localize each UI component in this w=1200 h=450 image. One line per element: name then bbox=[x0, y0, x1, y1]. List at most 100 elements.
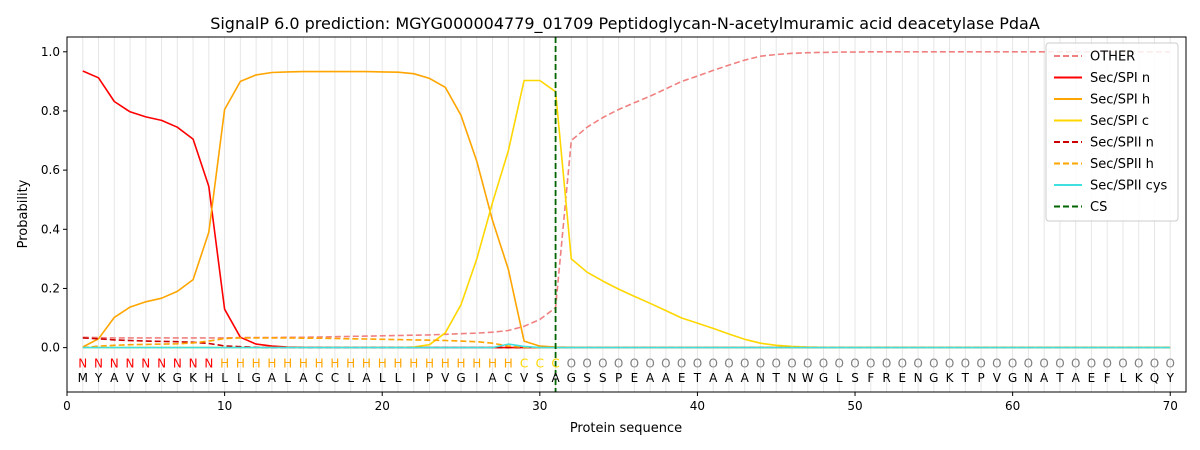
region-label: H bbox=[456, 356, 465, 370]
residue-letter: I bbox=[412, 371, 416, 385]
y-tick-label: 0.0 bbox=[41, 341, 60, 355]
legend-label: OTHER bbox=[1090, 50, 1135, 65]
legend-label: CS bbox=[1090, 200, 1107, 215]
region-label: H bbox=[441, 356, 450, 370]
region-label: O bbox=[866, 356, 875, 370]
residue-letter: C bbox=[315, 371, 323, 385]
region-label: N bbox=[189, 356, 198, 370]
region-label: H bbox=[299, 356, 308, 370]
residue-labels: NMNYNANVNVNKNGNKNHHLHLHGHAHLHAHCHCHLHAHL… bbox=[78, 356, 1175, 385]
residue-letter: Q bbox=[1150, 371, 1159, 385]
region-label: O bbox=[1008, 356, 1017, 370]
residue-letter: K bbox=[1135, 371, 1144, 385]
residue-letter: A bbox=[362, 371, 371, 385]
residue-letter: M bbox=[78, 371, 88, 385]
region-label: O bbox=[724, 356, 733, 370]
residue-letter: V bbox=[441, 371, 450, 385]
residue-letter: E bbox=[899, 371, 907, 385]
residue-letter: G bbox=[251, 371, 260, 385]
region-label: O bbox=[961, 356, 970, 370]
region-label: O bbox=[1039, 356, 1048, 370]
residue-letter: A bbox=[662, 371, 671, 385]
residue-letter: C bbox=[504, 371, 512, 385]
residue-letter: A bbox=[1072, 371, 1081, 385]
region-label: H bbox=[488, 356, 497, 370]
residue-letter: N bbox=[756, 371, 765, 385]
residue-letter: L bbox=[221, 371, 228, 385]
region-label: O bbox=[1087, 356, 1096, 370]
region-label: O bbox=[740, 356, 749, 370]
residue-letter: F bbox=[867, 371, 874, 385]
series-line-other bbox=[82, 50, 1171, 339]
x-tick-label: 60 bbox=[1005, 399, 1020, 413]
residue-letter: T bbox=[961, 371, 970, 385]
residue-letter: H bbox=[204, 371, 213, 385]
region-label: O bbox=[598, 356, 607, 370]
residue-letter: A bbox=[725, 371, 734, 385]
residue-letter: S bbox=[851, 371, 859, 385]
residue-letter: C bbox=[331, 371, 339, 385]
y-tick-label: 0.6 bbox=[41, 163, 60, 177]
residue-letter: L bbox=[284, 371, 291, 385]
residue-letter: A bbox=[1040, 371, 1049, 385]
residue-letter: I bbox=[475, 371, 479, 385]
region-label: H bbox=[472, 356, 481, 370]
legend-label: Sec/SPI h bbox=[1090, 93, 1150, 108]
residue-letter: L bbox=[237, 371, 244, 385]
residue-letter: G bbox=[567, 371, 576, 385]
region-label: O bbox=[850, 356, 859, 370]
x-tick-label: 20 bbox=[375, 399, 390, 413]
residue-letter: V bbox=[126, 371, 135, 385]
region-label: C bbox=[520, 356, 528, 370]
region-label: O bbox=[771, 356, 780, 370]
region-label: O bbox=[929, 356, 938, 370]
region-label: O bbox=[835, 356, 844, 370]
residue-letter: Y bbox=[94, 371, 103, 385]
region-label: O bbox=[913, 356, 922, 370]
region-label: O bbox=[787, 356, 796, 370]
residue-letter: P bbox=[977, 371, 984, 385]
region-label: H bbox=[378, 356, 387, 370]
region-label: O bbox=[582, 356, 591, 370]
region-label: H bbox=[393, 356, 402, 370]
region-label: H bbox=[283, 356, 292, 370]
residue-letter: T bbox=[693, 371, 702, 385]
grid-lines bbox=[82, 37, 1171, 392]
region-label: H bbox=[330, 356, 339, 370]
region-label: O bbox=[1055, 356, 1064, 370]
region-label: H bbox=[252, 356, 261, 370]
residue-letter: N bbox=[914, 371, 923, 385]
legend-label: Sec/SPII n bbox=[1090, 136, 1154, 151]
region-label: H bbox=[220, 356, 229, 370]
y-tick-label: 0.8 bbox=[41, 104, 60, 118]
residue-letter: E bbox=[631, 371, 639, 385]
residue-letter: E bbox=[678, 371, 686, 385]
region-label: O bbox=[945, 356, 954, 370]
residue-letter: N bbox=[787, 371, 796, 385]
region-label: O bbox=[882, 356, 891, 370]
region-label: N bbox=[110, 356, 119, 370]
series-line-sec-spi-c bbox=[82, 79, 1171, 349]
region-label: O bbox=[756, 356, 765, 370]
residue-letter: L bbox=[1120, 371, 1127, 385]
residue-letter: T bbox=[1055, 371, 1064, 385]
residue-letter: R bbox=[882, 371, 890, 385]
residue-letter: K bbox=[158, 371, 167, 385]
residue-letter: G bbox=[929, 371, 938, 385]
region-label: O bbox=[1071, 356, 1080, 370]
x-tick-label: 30 bbox=[532, 399, 547, 413]
region-label: H bbox=[315, 356, 324, 370]
residue-letter: G bbox=[456, 371, 465, 385]
region-label: O bbox=[614, 356, 623, 370]
region-label: O bbox=[630, 356, 639, 370]
residue-letter: E bbox=[1088, 371, 1096, 385]
legend-label: Sec/SPI n bbox=[1090, 71, 1150, 86]
region-label: H bbox=[346, 356, 355, 370]
residue-letter: S bbox=[599, 371, 607, 385]
legend-box bbox=[1045, 42, 1179, 222]
region-label: O bbox=[1134, 356, 1143, 370]
region-label: N bbox=[173, 356, 182, 370]
residue-letter: S bbox=[536, 371, 544, 385]
region-label: C bbox=[551, 356, 559, 370]
